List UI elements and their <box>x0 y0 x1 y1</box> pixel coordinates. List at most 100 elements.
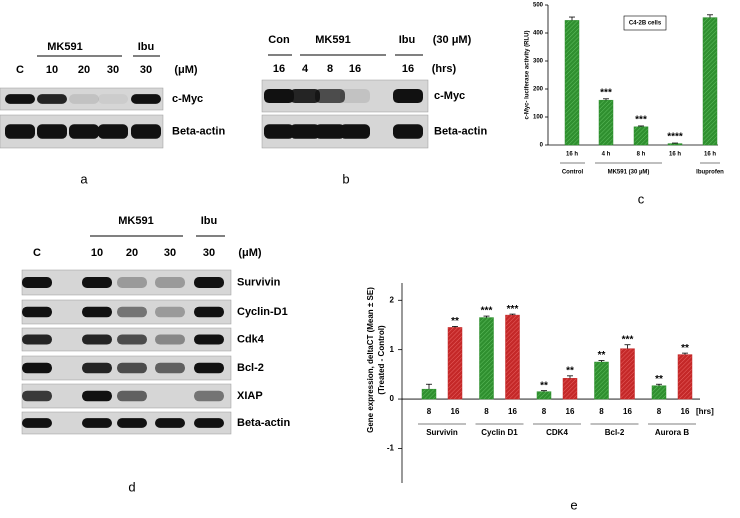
lane-label: C <box>33 247 41 259</box>
blot-band <box>22 277 52 288</box>
lane-label: 30 <box>140 64 152 76</box>
lane-label: 10 <box>46 64 58 76</box>
blot-band <box>22 306 52 318</box>
x-tick-label: 4 h <box>602 152 611 158</box>
blot-band <box>131 124 161 139</box>
blot-band <box>340 124 370 139</box>
lane-label: 4 <box>302 63 309 75</box>
x-tick-label: 16 h <box>669 152 681 158</box>
bar <box>651 385 667 400</box>
y-tick-label: 500 <box>533 3 544 9</box>
y-tick-label: 100 <box>533 115 544 121</box>
blot-band <box>117 277 147 288</box>
series-label: 16 <box>566 407 575 416</box>
blot-band <box>155 418 185 428</box>
annotation: **** <box>667 132 683 143</box>
x-tick-label: Bcl-2 <box>605 428 625 437</box>
annotation: *** <box>507 304 519 315</box>
blot-band <box>37 124 67 139</box>
panel-label: e <box>570 497 577 512</box>
annotation: ** <box>655 374 663 385</box>
y-tick-label: 300 <box>533 59 544 65</box>
group-label: Control <box>562 170 584 176</box>
blot-band <box>131 94 161 104</box>
x-tick-label: 8 h <box>637 152 646 158</box>
lane-label: 30 <box>203 247 215 259</box>
blot-band <box>5 124 35 139</box>
legend-box <box>623 15 667 31</box>
group-label: Ibu <box>399 34 416 46</box>
bar <box>447 327 463 400</box>
bar <box>598 99 614 146</box>
series-label: 8 <box>484 407 489 416</box>
x-tick-label: 16 h <box>704 152 716 158</box>
row-label: c-Myc <box>434 90 465 102</box>
annotation: *** <box>635 115 647 126</box>
blot-band <box>117 390 147 402</box>
row-label: Survivin <box>237 276 281 288</box>
bar <box>479 317 494 400</box>
blot-band <box>315 88 345 104</box>
blot-band <box>22 390 52 402</box>
blot-band <box>194 390 224 402</box>
blot-band <box>155 334 185 345</box>
lane-label: C <box>16 64 24 76</box>
blot-band <box>98 94 128 104</box>
row-label: c-Myc <box>172 93 203 105</box>
blot-band <box>69 94 99 104</box>
panel-label: d <box>128 479 135 494</box>
blot-band <box>194 362 224 374</box>
blot-band <box>5 94 35 104</box>
annotation: *** <box>600 87 612 98</box>
lane-label: 30 <box>107 64 119 76</box>
blot-band <box>155 277 185 288</box>
group-label: Ibuprofen <box>696 170 724 176</box>
y-axis-label: Gene expression, deltaCT (Mean ± SE) <box>366 287 375 433</box>
blot-band <box>82 277 112 288</box>
group-label: Ibu <box>138 41 155 53</box>
condition-label: (30 μM) <box>433 34 472 46</box>
lane-label: 30 <box>164 247 176 259</box>
lane-label: 16 <box>402 63 414 75</box>
bar <box>620 348 635 400</box>
annotation: ** <box>598 350 606 361</box>
series-label: 8 <box>542 407 547 416</box>
lane-label: 16 <box>349 63 361 75</box>
blot-band <box>393 124 423 139</box>
panel-label: b <box>342 171 349 186</box>
bar <box>564 20 580 146</box>
series-label: 16 <box>508 407 517 416</box>
blot-band <box>82 418 112 428</box>
lane-label: 20 <box>78 64 90 76</box>
legend-text: C4-2B cells <box>629 21 662 27</box>
blot-band <box>290 88 320 104</box>
y-tick-label: 400 <box>533 31 544 37</box>
bar <box>594 361 609 400</box>
group-label: MK591 (30 µM) <box>608 170 650 176</box>
blot-band <box>290 124 320 139</box>
blot-band <box>155 306 185 318</box>
lane-label: 10 <box>91 247 103 259</box>
y-tick-label: 0 <box>540 143 544 149</box>
x-unit: [hrs] <box>696 407 714 416</box>
bar <box>505 314 520 400</box>
x-tick-label: CDK4 <box>546 428 568 437</box>
y-axis-label: c-Myc- luciferase activity (RLU) <box>525 30 531 119</box>
annotation: ** <box>451 316 459 327</box>
blot-band <box>117 306 147 318</box>
bar <box>562 378 578 400</box>
blot-band <box>194 334 224 345</box>
row-label: XIAP <box>237 390 263 402</box>
blot-band <box>69 124 99 139</box>
y-tick-label: 200 <box>533 87 544 93</box>
series-label: 16 <box>451 407 460 416</box>
lane-label: 20 <box>126 247 138 259</box>
blot-band <box>117 418 147 428</box>
x-tick-label: Survivin <box>426 428 458 437</box>
annotation: ** <box>566 365 574 376</box>
blot-band <box>194 418 224 428</box>
blot-band <box>340 88 370 104</box>
blot-band <box>315 124 345 139</box>
panel-label: c <box>638 191 645 206</box>
series-label: 8 <box>599 407 604 416</box>
